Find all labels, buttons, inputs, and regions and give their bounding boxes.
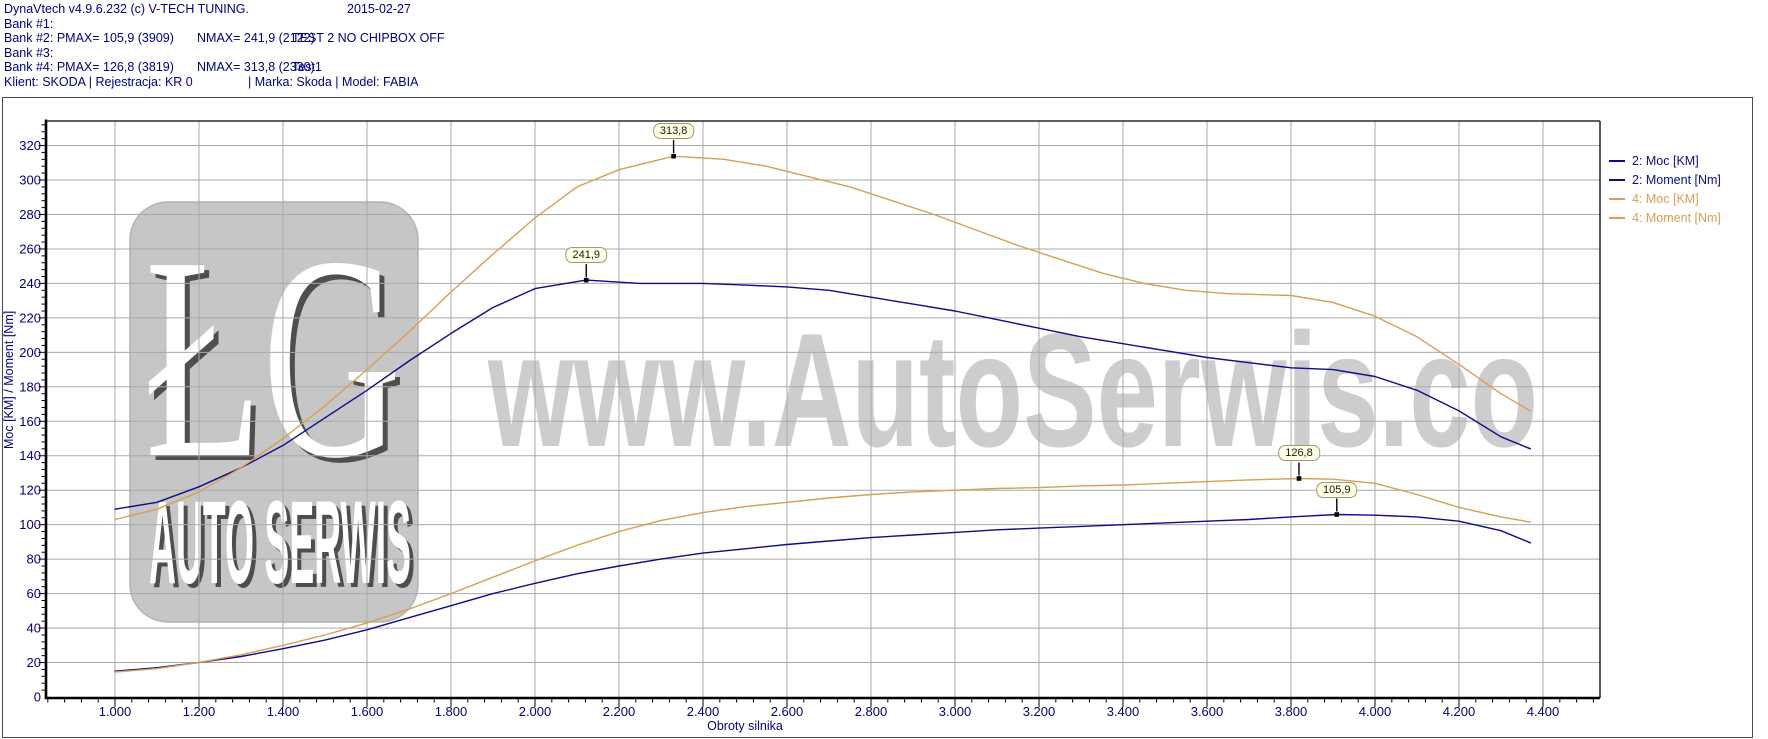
header-text: Klient: SKODA | Rejestracja: KR 0 <box>4 75 193 89</box>
svg-text:1.000: 1.000 <box>99 704 132 719</box>
svg-text:120: 120 <box>19 483 41 498</box>
header-row: Bank #1: <box>0 17 1768 31</box>
svg-text:40: 40 <box>27 621 41 636</box>
gridlines <box>46 121 1600 697</box>
header-text: NMAX= 241,9 (2122) <box>197 31 315 46</box>
svg-text:140: 140 <box>19 448 41 463</box>
logo-caption-shadow: AUTO SERWIS <box>153 481 415 613</box>
svg-text:320: 320 <box>19 138 41 153</box>
svg-text:3.600: 3.600 <box>1191 704 1224 719</box>
peak-value-label: 126,8 <box>1278 445 1320 462</box>
svg-text:1.200: 1.200 <box>183 704 216 719</box>
peak-markers <box>583 140 1340 517</box>
header-row: Bank #3: <box>0 46 1768 60</box>
svg-text:3.400: 3.400 <box>1107 704 1140 719</box>
legend-item: 4: Moc [KM] <box>1609 191 1699 207</box>
svg-text:2.000: 2.000 <box>519 704 552 719</box>
peak-value-label: 241,9 <box>565 247 607 264</box>
svg-text:20: 20 <box>27 655 41 670</box>
svg-text:1.400: 1.400 <box>267 704 300 719</box>
legend-label: 2: Moc [KM] <box>1632 154 1699 168</box>
header-text: Bank #3: <box>4 45 54 60</box>
header-row: DynaVtech v4.9.6.232 (c) V-TECH TUNING. 2… <box>0 2 1768 16</box>
site-watermark: www.AutoSerwis.co <box>487 300 1538 481</box>
chart-frame <box>2 97 1753 738</box>
logo-initials: ŁG <box>145 197 401 518</box>
header-row: Klient: SKODA | Rejestracja: KR 0 | Marka… <box>0 75 1768 89</box>
peak-marker <box>1334 512 1340 517</box>
legend-dash-icon <box>1609 198 1625 200</box>
legend-item: 4: Moment [Nm] <box>1609 210 1721 226</box>
curve-moc4 <box>114 477 1532 673</box>
x-axis-title: Obroty silnika <box>707 719 783 733</box>
header-text: TEST 2 NO CHIPBOX OFF <box>292 31 445 46</box>
header-row: Bank #4: PMAX= 126,8 (3819) NMAX= 313,8 (… <box>0 60 1768 74</box>
header-text: DynaVtech v4.9.6.232 (c) V-TECH TUNING. <box>4 2 249 16</box>
svg-text:160: 160 <box>19 414 41 429</box>
report-header: DynaVtech v4.9.6.232 (c) V-TECH TUNING. 2… <box>0 0 1768 96</box>
svg-text:2.400: 2.400 <box>687 704 720 719</box>
peak-marker <box>671 153 676 159</box>
legend-label: 2: Moment [Nm] <box>1632 173 1721 187</box>
curve-moc2 <box>114 513 1532 672</box>
header-text: 2015-02-27 <box>347 2 411 16</box>
svg-text:300: 300 <box>19 173 41 188</box>
svg-text:200: 200 <box>19 345 41 360</box>
header-text: Bank #2: PMAX= 105,9 (3909) <box>4 31 174 46</box>
header-row: Bank #2: PMAX= 105,9 (3909) NMAX= 241,9 (… <box>0 31 1768 45</box>
legend-label: 4: Moc [KM] <box>1632 192 1699 206</box>
svg-text:2.200: 2.200 <box>603 704 636 719</box>
svg-text:4.000: 4.000 <box>1359 704 1392 719</box>
svg-text:1.800: 1.800 <box>435 704 468 719</box>
header-text: | Marka: Skoda | Model: FABIA <box>248 75 419 89</box>
peak-value-label: 105,9 <box>1316 481 1358 498</box>
curve-moment4 <box>114 155 1532 521</box>
svg-text:3.200: 3.200 <box>1023 704 1056 719</box>
header-text: Bank #1: <box>4 16 54 31</box>
svg-text:260: 260 <box>19 241 41 256</box>
svg-text:100: 100 <box>19 517 41 532</box>
svg-text:2.800: 2.800 <box>855 704 888 719</box>
svg-text:80: 80 <box>27 552 41 567</box>
curve-moment2 <box>114 279 1532 510</box>
svg-text:2.600: 2.600 <box>771 704 804 719</box>
svg-text:3.000: 3.000 <box>939 704 972 719</box>
svg-text:240: 240 <box>19 276 41 291</box>
svg-text:4.400: 4.400 <box>1527 704 1560 719</box>
peak-value-label: 313,8 <box>652 123 695 140</box>
svg-text:60: 60 <box>27 586 41 601</box>
svg-text:1.600: 1.600 <box>351 704 384 719</box>
header-text: NMAX= 313,8 (2330) <box>197 60 315 75</box>
legend-dash-icon <box>1609 160 1625 162</box>
legend-dash-icon <box>1609 179 1625 181</box>
tick-labels: 1.000 1.200 1.400 1.600 1.800 2.000 2.200 2.400… <box>19 138 1559 719</box>
svg-text:4.200: 4.200 <box>1443 704 1476 719</box>
svg-text:0: 0 <box>34 690 41 705</box>
svg-text:180: 180 <box>19 379 41 394</box>
legend-item: 2: Moc [KM] <box>1609 153 1699 169</box>
peak-marker <box>1296 476 1302 481</box>
logo-initials-shadow: ŁG <box>150 202 406 523</box>
legend-label: 4: Moment [Nm] <box>1632 211 1721 225</box>
header-text: Bank #4: PMAX= 126,8 (3819) <box>4 60 174 75</box>
svg-text:280: 280 <box>19 207 41 222</box>
peak-marker <box>583 277 589 283</box>
y-axis-title: Moc [KM] / Moment [Nm] <box>2 310 16 450</box>
svg-text:220: 220 <box>19 310 41 325</box>
svg-text:3.800: 3.800 <box>1275 704 1308 719</box>
header-text: Test1 <box>292 60 322 75</box>
legend-dash-icon <box>1609 217 1625 219</box>
plot-border <box>44 119 1601 700</box>
legend-item: 2: Moment [Nm] <box>1609 172 1721 188</box>
